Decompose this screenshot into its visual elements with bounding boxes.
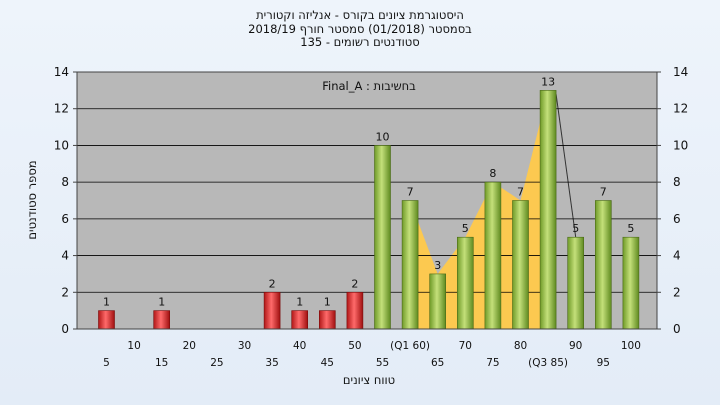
plot-frame bbox=[76, 71, 658, 330]
x-tick-label: 30 bbox=[238, 340, 251, 352]
x-tick-label: 35 bbox=[265, 357, 278, 369]
bar-value-label: 10 bbox=[376, 130, 390, 143]
x-tick-label: 5 bbox=[103, 357, 110, 369]
x-axis-label: טווח ציונים bbox=[343, 373, 395, 387]
histogram-bar bbox=[263, 291, 281, 330]
histogram-bar bbox=[346, 291, 364, 330]
y-axis-label: מספר סטודנטים bbox=[25, 160, 39, 239]
x-tick-label: 100 bbox=[621, 340, 641, 352]
x-tick-label: (Q3 85) bbox=[528, 357, 568, 369]
x-tick-label: 20 bbox=[183, 340, 196, 352]
y-tick-label-left: 12 bbox=[54, 102, 69, 116]
histogram-bar bbox=[429, 273, 447, 330]
y-tick-label-left: 10 bbox=[54, 138, 69, 152]
bar-value-label: 5 bbox=[627, 222, 634, 235]
y-tick-label-right: 14 bbox=[673, 65, 688, 79]
x-tick-label: 90 bbox=[569, 340, 582, 352]
histogram-bar bbox=[456, 236, 474, 330]
histogram-bar bbox=[318, 310, 336, 330]
y-tick-label-left: 4 bbox=[61, 249, 69, 263]
histogram-bar bbox=[594, 200, 612, 330]
histogram-bar bbox=[98, 310, 115, 330]
y-tick-label-left: 14 bbox=[54, 65, 69, 79]
chart-title: היסטוגרמת ציונים בקורס - אנליזה וקטורית … bbox=[0, 8, 720, 50]
x-tick-label: 70 bbox=[459, 340, 472, 352]
y-tick-label-right: 2 bbox=[673, 285, 681, 299]
histogram-bar bbox=[622, 236, 640, 330]
y-tick-label-right: 6 bbox=[673, 212, 681, 226]
title-line-3: סטודנטים רשומים - 135 bbox=[300, 35, 420, 49]
bar-value-label: 5 bbox=[462, 222, 469, 235]
y-tick-label-left: 6 bbox=[61, 212, 69, 226]
bar-value-label: 7 bbox=[517, 186, 524, 199]
x-tick-label: 10 bbox=[127, 340, 140, 352]
x-tick-label: 50 bbox=[348, 340, 361, 352]
y-tick-label-left: 0 bbox=[61, 322, 69, 336]
x-tick-label: 65 bbox=[431, 357, 444, 369]
y-tick-label-right: 0 bbox=[673, 322, 681, 336]
bar-value-label: 1 bbox=[296, 296, 303, 309]
histogram-bar bbox=[512, 200, 529, 330]
bar-value-label: 1 bbox=[103, 296, 110, 309]
y-tick-label-right: 4 bbox=[673, 249, 681, 263]
bar-value-label: 7 bbox=[407, 186, 414, 199]
x-tick-label: 40 bbox=[293, 340, 306, 352]
bar-value-label: 2 bbox=[351, 277, 358, 290]
title-line-2: בסמסטר (01/2018) סמסטר חורף 2018/19 bbox=[248, 21, 472, 36]
y-tick-label-right: 10 bbox=[673, 138, 688, 152]
x-tick-label: 75 bbox=[486, 357, 499, 369]
bar-value-label: 13 bbox=[541, 75, 555, 88]
histogram-bar bbox=[374, 145, 391, 330]
bar-value-label: 3 bbox=[434, 259, 441, 272]
histogram-bar bbox=[484, 181, 502, 330]
histogram-bar bbox=[539, 90, 557, 330]
bar-value-label: 1 bbox=[324, 296, 331, 309]
x-tick-label: 15 bbox=[155, 357, 168, 369]
x-tick-label: 25 bbox=[210, 357, 223, 369]
histogram-bar bbox=[291, 310, 309, 330]
bar-value-label: 1 bbox=[158, 296, 165, 309]
bar-value-label: 2 bbox=[269, 277, 276, 290]
y-tick-label-right: 8 bbox=[673, 175, 681, 189]
bar-value-label: 8 bbox=[489, 167, 496, 180]
histogram-bar bbox=[567, 236, 585, 330]
x-tick-label: 45 bbox=[321, 357, 334, 369]
x-tick-label: 95 bbox=[597, 357, 610, 369]
x-tick-label: 80 bbox=[514, 340, 527, 352]
histogram-bar bbox=[153, 310, 170, 330]
bar-value-label: 7 bbox=[600, 186, 607, 199]
chart-annotation: בחשיבות : Final_A bbox=[322, 79, 416, 93]
x-tick-label: (Q1 60) bbox=[390, 340, 430, 352]
x-tick-label: 55 bbox=[376, 357, 389, 369]
title-line-1: היסטוגרמת ציונים בקורס - אנליזה וקטורית bbox=[256, 8, 464, 22]
histogram-bar bbox=[401, 200, 419, 330]
y-tick-label-right: 12 bbox=[673, 102, 688, 116]
y-tick-label-left: 2 bbox=[61, 285, 69, 299]
plot-area bbox=[77, 72, 657, 329]
trend-line bbox=[555, 94, 577, 238]
bar-value-label: 5 bbox=[572, 222, 579, 235]
y-tick-label-left: 8 bbox=[61, 175, 69, 189]
